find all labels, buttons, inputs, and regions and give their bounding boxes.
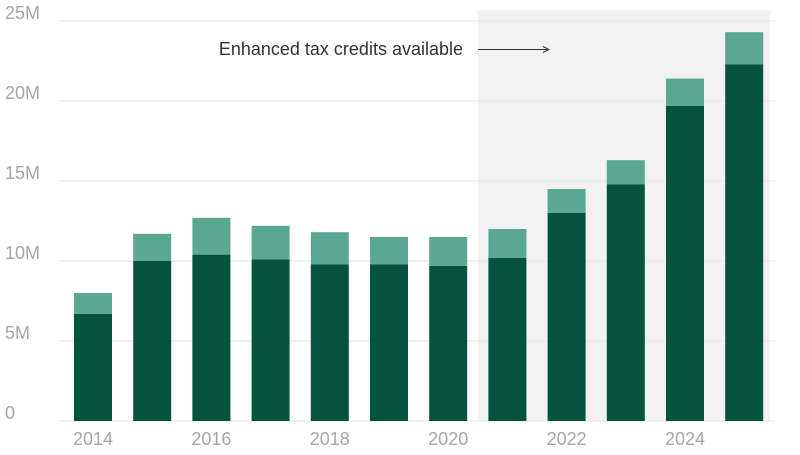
- y-tick-label: 5M: [5, 323, 30, 343]
- annotation-text: Enhanced tax credits available: [219, 39, 463, 59]
- bars: [74, 32, 764, 422]
- bar-segment-upper: [547, 189, 586, 213]
- bar-segment-upper: [488, 229, 527, 258]
- x-tick-label: 2018: [310, 429, 350, 449]
- bar-segment-lower: [192, 254, 231, 421]
- x-tick-labels: 2014 2016 2018 2020 2022 2024: [73, 429, 705, 449]
- x-tick-label: 2014: [73, 429, 113, 449]
- bar-segment-upper: [74, 293, 112, 314]
- gridlines: [58, 20, 775, 422]
- bar-segment-lower: [310, 264, 349, 421]
- x-tick-label: 2024: [665, 429, 705, 449]
- y-tick-labels: 0 5M 10M 15M 20M 25M: [5, 3, 40, 423]
- bar-segment-lower: [488, 257, 527, 421]
- bar-segment-lower: [74, 313, 112, 421]
- x-tick-label: 2022: [547, 429, 587, 449]
- bar-segment-lower: [133, 261, 172, 421]
- bar-segment-upper: [133, 233, 172, 261]
- bar-segment-upper: [725, 32, 764, 65]
- x-tick-label: 2016: [191, 429, 231, 449]
- bar-segment-upper: [251, 225, 290, 260]
- y-tick-label: 15M: [5, 163, 40, 183]
- bar-segment-upper: [310, 232, 349, 265]
- bar-segment-lower: [251, 259, 290, 421]
- y-tick-label: 20M: [5, 83, 40, 103]
- bar-segment-lower: [606, 184, 645, 421]
- x-tick-label: 2020: [428, 429, 468, 449]
- y-tick-label: 10M: [5, 243, 40, 263]
- bar-segment-lower: [547, 213, 586, 421]
- bar-segment-upper: [666, 78, 704, 106]
- bar-segment-upper: [429, 237, 468, 266]
- bar-segment-lower: [725, 64, 764, 421]
- bar-segment-upper: [192, 217, 231, 255]
- bar-segment-lower: [429, 265, 468, 421]
- bar-segment-lower: [370, 264, 408, 421]
- annotation: Enhanced tax credits available: [219, 39, 551, 59]
- bar-segment-lower: [666, 105, 704, 422]
- y-tick-label: 25M: [5, 3, 40, 23]
- annotation-arrow-head: [542, 46, 551, 53]
- y-tick-label: 0: [5, 403, 15, 423]
- bar-segment-upper: [370, 237, 408, 265]
- bar-segment-upper: [606, 160, 645, 185]
